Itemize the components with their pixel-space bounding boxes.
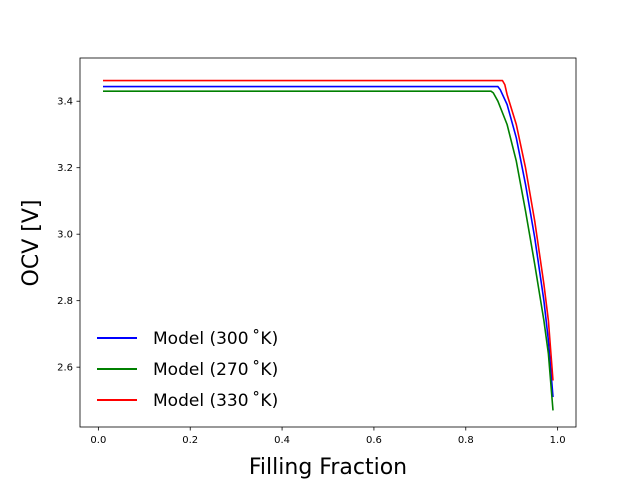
x-tick-label: 0.6: [366, 435, 382, 446]
series-line-2: [103, 79, 554, 381]
legend: Model (300 ˚K) Model (270 ˚K) Model (330 ˚…: [97, 328, 278, 411]
y-axis-ticks: 2.6 2.8 3.0 3.2 3.4: [57, 97, 80, 374]
x-axis-label: Filling Fraction: [249, 455, 407, 480]
y-tick-label: 2.8: [57, 296, 73, 307]
series-layer: [103, 79, 554, 411]
x-tick-label: 1.0: [550, 435, 566, 446]
y-tick-label: 2.6: [57, 363, 73, 374]
x-tick-label: 0.8: [458, 435, 474, 446]
y-axis-label: OCV [V]: [19, 200, 44, 287]
legend-label-2: Model (330 ˚K): [153, 390, 278, 411]
x-axis-ticks: 0.0 0.2 0.4 0.6 0.8 1.0: [90, 427, 566, 446]
x-tick-label: 0.2: [182, 435, 198, 446]
y-tick-label: 3.2: [57, 163, 73, 174]
x-tick-label: 0.4: [274, 435, 290, 446]
legend-label-1: Model (270 ˚K): [153, 359, 278, 380]
series-line-0: [103, 85, 554, 398]
y-tick-label: 3.0: [57, 230, 73, 241]
plot-frame: [79, 57, 577, 428]
legend-label-0: Model (300 ˚K): [153, 328, 278, 349]
x-tick-label: 0.0: [90, 435, 106, 446]
y-tick-label: 3.4: [57, 97, 73, 108]
series-line-1: [103, 90, 554, 411]
